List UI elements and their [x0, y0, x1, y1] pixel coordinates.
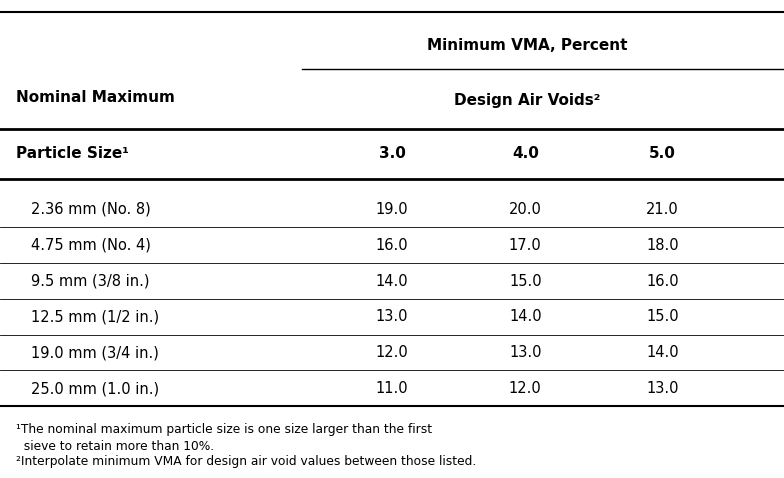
Text: 9.5 mm (3/8 in.): 9.5 mm (3/8 in.)	[31, 273, 150, 289]
Text: 21.0: 21.0	[646, 202, 679, 217]
Text: 12.0: 12.0	[376, 345, 408, 360]
Text: 25.0 mm (1.0 in.): 25.0 mm (1.0 in.)	[31, 381, 159, 396]
Text: 15.0: 15.0	[509, 273, 542, 289]
Text: 5.0: 5.0	[649, 146, 676, 162]
Text: 12.0: 12.0	[509, 381, 542, 396]
Text: 11.0: 11.0	[376, 381, 408, 396]
Text: 14.0: 14.0	[509, 309, 542, 325]
Text: 4.0: 4.0	[512, 146, 539, 162]
Text: 15.0: 15.0	[646, 309, 679, 325]
Text: 4.75 mm (No. 4): 4.75 mm (No. 4)	[31, 238, 151, 253]
Text: Design Air Voids²: Design Air Voids²	[454, 93, 601, 108]
Text: 13.0: 13.0	[509, 345, 542, 360]
Text: Nominal Maximum: Nominal Maximum	[16, 90, 175, 106]
Text: 13.0: 13.0	[376, 309, 408, 325]
Text: 18.0: 18.0	[646, 238, 679, 253]
Text: 3.0: 3.0	[379, 146, 405, 162]
Text: 20.0: 20.0	[509, 202, 542, 217]
Text: 14.0: 14.0	[646, 345, 679, 360]
Text: 13.0: 13.0	[646, 381, 679, 396]
Text: 16.0: 16.0	[646, 273, 679, 289]
Text: ¹The nominal maximum particle size is one size larger than the first
  sieve to : ¹The nominal maximum particle size is on…	[16, 423, 432, 453]
Text: 19.0: 19.0	[376, 202, 408, 217]
Text: 14.0: 14.0	[376, 273, 408, 289]
Text: 19.0 mm (3/4 in.): 19.0 mm (3/4 in.)	[31, 345, 159, 360]
Text: 2.36 mm (No. 8): 2.36 mm (No. 8)	[31, 202, 151, 217]
Text: 12.5 mm (1/2 in.): 12.5 mm (1/2 in.)	[31, 309, 159, 325]
Text: 17.0: 17.0	[509, 238, 542, 253]
Text: 16.0: 16.0	[376, 238, 408, 253]
Text: Minimum VMA, Percent: Minimum VMA, Percent	[427, 38, 627, 53]
Text: Particle Size¹: Particle Size¹	[16, 146, 129, 162]
Text: ²Interpolate minimum VMA for design air void values between those listed.: ²Interpolate minimum VMA for design air …	[16, 455, 476, 468]
